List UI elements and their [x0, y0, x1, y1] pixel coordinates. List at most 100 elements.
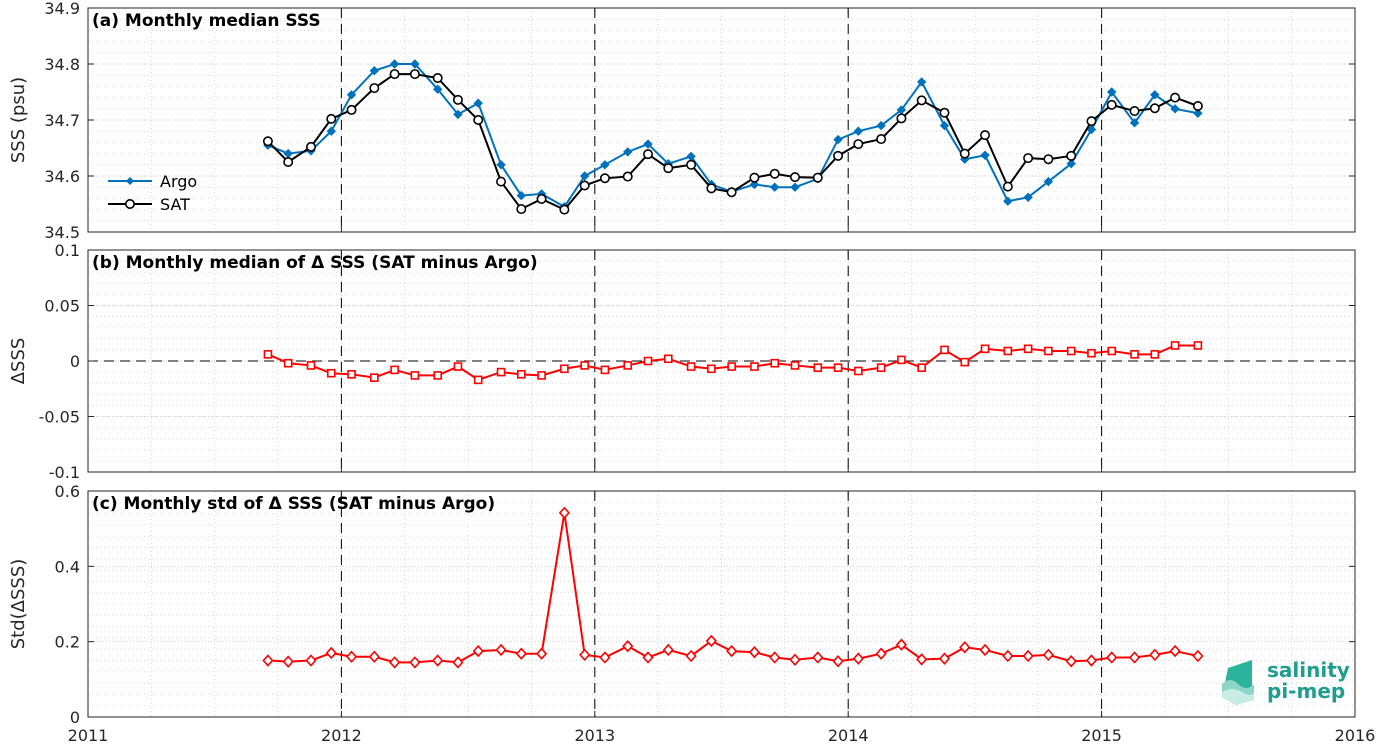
data-point: [1003, 196, 1013, 206]
data-point: [1106, 651, 1118, 664]
data-point: [1192, 101, 1203, 112]
data-point: [623, 147, 633, 157]
data-point: [980, 150, 990, 160]
y-axis-label: SSS (psu): [8, 77, 29, 163]
axes-frame: [87, 490, 1356, 718]
data-point: [749, 172, 760, 183]
data-point: [262, 654, 274, 667]
data-point: [897, 355, 906, 365]
data-point: [959, 641, 971, 654]
data-point: [790, 361, 800, 370]
y-tick-label: 34.8: [44, 55, 80, 74]
data-point: [705, 634, 717, 648]
data-point: [1003, 346, 1013, 356]
y-tick-label: 0.05: [44, 297, 80, 316]
data-point: [1192, 649, 1204, 663]
data-point: [599, 651, 611, 664]
y-tick-label: -0.1: [49, 463, 80, 482]
panel-title: (a) Monthly median SSS: [92, 11, 321, 31]
data-point: [410, 371, 420, 380]
data-point: [580, 361, 589, 370]
data-point: [812, 651, 824, 664]
data-point: [853, 139, 864, 150]
data-point: [346, 90, 357, 100]
data-point: [496, 160, 506, 170]
data-point: [1193, 108, 1203, 118]
data-point: [1087, 348, 1096, 358]
data-point: [685, 649, 697, 663]
data-point: [916, 77, 927, 87]
data-point: [452, 656, 464, 669]
data-point: [473, 115, 484, 126]
data-point: [854, 366, 863, 376]
data-point: [1023, 344, 1033, 354]
data-point: [727, 362, 736, 371]
data-point: [959, 148, 970, 159]
x-tick-label: 2016: [1335, 726, 1376, 745]
y-tick-label: 0: [70, 352, 80, 371]
data-point: [346, 104, 357, 115]
data-point: [876, 134, 887, 145]
data-point: [1002, 649, 1014, 663]
data-point: [496, 176, 507, 187]
data-point: [643, 356, 653, 366]
data-point: [453, 109, 463, 120]
data-point: [432, 84, 443, 94]
data-point: [770, 358, 780, 368]
data-point: [813, 363, 823, 372]
legend: Argo SAT: [108, 172, 197, 214]
data-point: [938, 652, 951, 665]
data-point: [939, 120, 950, 131]
data-point: [515, 647, 527, 660]
data-point: [1066, 150, 1077, 161]
data-point: [622, 639, 634, 653]
data-point: [939, 107, 950, 118]
data-point: [433, 371, 442, 380]
data-point: [1107, 346, 1117, 356]
data-point: [750, 362, 759, 371]
data-point: [536, 193, 547, 204]
data-point: [875, 647, 887, 660]
data-point: [917, 363, 926, 372]
data-point: [726, 644, 738, 658]
data-point: [1085, 654, 1098, 667]
data-point: [769, 651, 781, 664]
data-point: [1129, 118, 1140, 128]
data-point: [1042, 648, 1054, 662]
data-point: [262, 136, 273, 147]
data-point: [960, 357, 970, 367]
legend-marker: [126, 177, 134, 185]
data-point: [1022, 649, 1034, 663]
data-point: [749, 179, 760, 190]
data-point: [390, 365, 399, 375]
data-point: [452, 94, 463, 105]
data-point: [600, 365, 610, 375]
data-point: [980, 344, 990, 354]
y-tick-label: 0.1: [55, 241, 80, 260]
data-point: [1023, 153, 1034, 164]
data-point: [1149, 103, 1160, 114]
data-point: [409, 69, 420, 80]
panel-b-median-delta-sss: -0.1 -0.05 0 0.05 0.1 ΔSSS (b) Monthly median …: [8, 241, 1356, 482]
legend-label: Argo: [160, 172, 197, 191]
data-point: [389, 656, 401, 669]
data-point: [517, 370, 526, 379]
data-point: [832, 655, 844, 668]
data-point: [1169, 644, 1181, 658]
data-point: [389, 69, 400, 80]
data-point: [643, 149, 654, 160]
x-tick-label: 2012: [321, 726, 362, 745]
data-point: [1023, 192, 1033, 202]
data-point: [305, 141, 316, 152]
data-point: [1193, 341, 1203, 350]
data-point: [368, 650, 380, 663]
panel-a-monthly-median-sss: 34.5 34.6 34.7 34.8 34.9 SSS (psu) (a) Monthly…: [8, 0, 1356, 242]
data-point: [940, 345, 949, 355]
data-point: [1066, 158, 1076, 169]
data-point: [326, 126, 336, 136]
data-point: [662, 643, 674, 657]
data-point: [432, 73, 443, 84]
data-point: [833, 363, 843, 372]
data-point: [833, 134, 843, 145]
